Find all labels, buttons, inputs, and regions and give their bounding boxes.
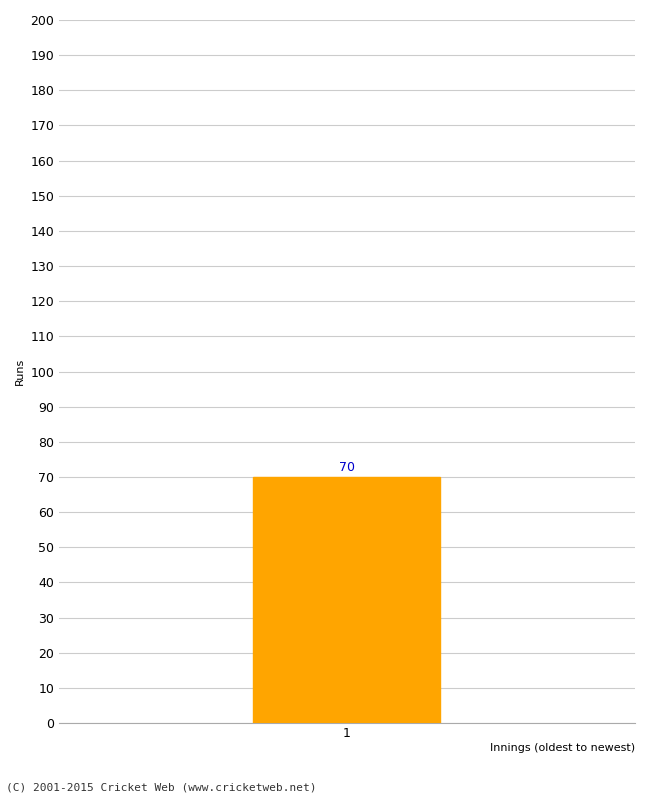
Y-axis label: Runs: Runs [15, 358, 25, 385]
Text: (C) 2001-2015 Cricket Web (www.cricketweb.net): (C) 2001-2015 Cricket Web (www.cricketwe… [6, 782, 317, 792]
Text: 70: 70 [339, 461, 355, 474]
X-axis label: Innings (oldest to newest): Innings (oldest to newest) [490, 743, 635, 753]
Bar [253, 477, 441, 723]
